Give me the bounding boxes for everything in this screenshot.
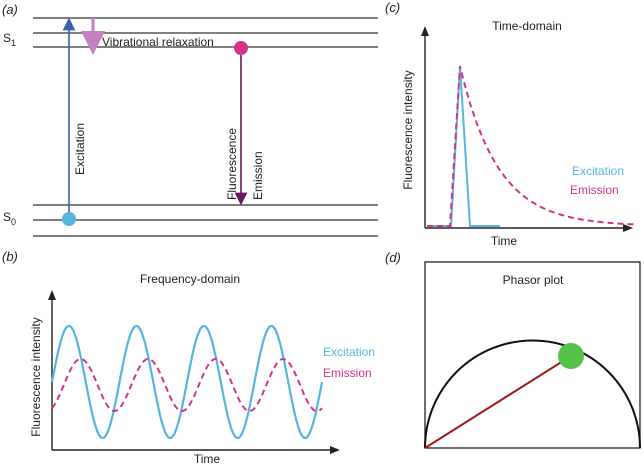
universal-semicircle bbox=[424, 339, 641, 449]
phasor-frame bbox=[424, 261, 641, 449]
panel-b-label: (b) bbox=[2, 249, 18, 264]
series-emission-decay bbox=[427, 65, 635, 227]
vibrational-relaxation-label: Vibrational relaxation bbox=[102, 35, 214, 49]
series-excitation-line bbox=[50, 324, 324, 440]
s1-label: S1 bbox=[3, 31, 16, 48]
fluorescence-label: Fluorescence bbox=[225, 128, 239, 200]
panel-b-title: Frequency-domain bbox=[140, 272, 240, 286]
series-excitation-pulse bbox=[427, 65, 500, 227]
panel-c-legend-emission: Emission bbox=[570, 183, 619, 197]
panel-d-label: (d) bbox=[385, 250, 401, 265]
phasor-vector bbox=[424, 355, 572, 449]
excitation-label: Excitation bbox=[73, 123, 87, 175]
excited-state-dot bbox=[234, 41, 248, 55]
panel-c-xlabel: Time bbox=[491, 234, 518, 248]
panel-c-title: Time-domain bbox=[492, 19, 562, 33]
ground-state-dot bbox=[62, 212, 76, 226]
panel-c-label: (c) bbox=[385, 0, 400, 15]
panel-c-ylabel: Fluorescence intensity bbox=[401, 70, 415, 189]
panel-b-legend-excitation: Excitation bbox=[323, 345, 375, 359]
panel-c-legend-excitation: Excitation bbox=[572, 164, 624, 178]
panel-b-legend-emission: Emission bbox=[323, 366, 372, 380]
series-emission-line bbox=[51, 358, 323, 412]
panel-a-label: (a) bbox=[2, 2, 18, 17]
phasor-point bbox=[558, 343, 584, 369]
panel-b-xlabel: Time bbox=[194, 452, 221, 465]
panel-d-title: Phasor plot bbox=[503, 273, 564, 287]
emission-label: Emission bbox=[251, 151, 265, 200]
panel-b-ylabel: Fluorescence intensity bbox=[29, 317, 43, 436]
s0-label: S0 bbox=[3, 210, 16, 227]
